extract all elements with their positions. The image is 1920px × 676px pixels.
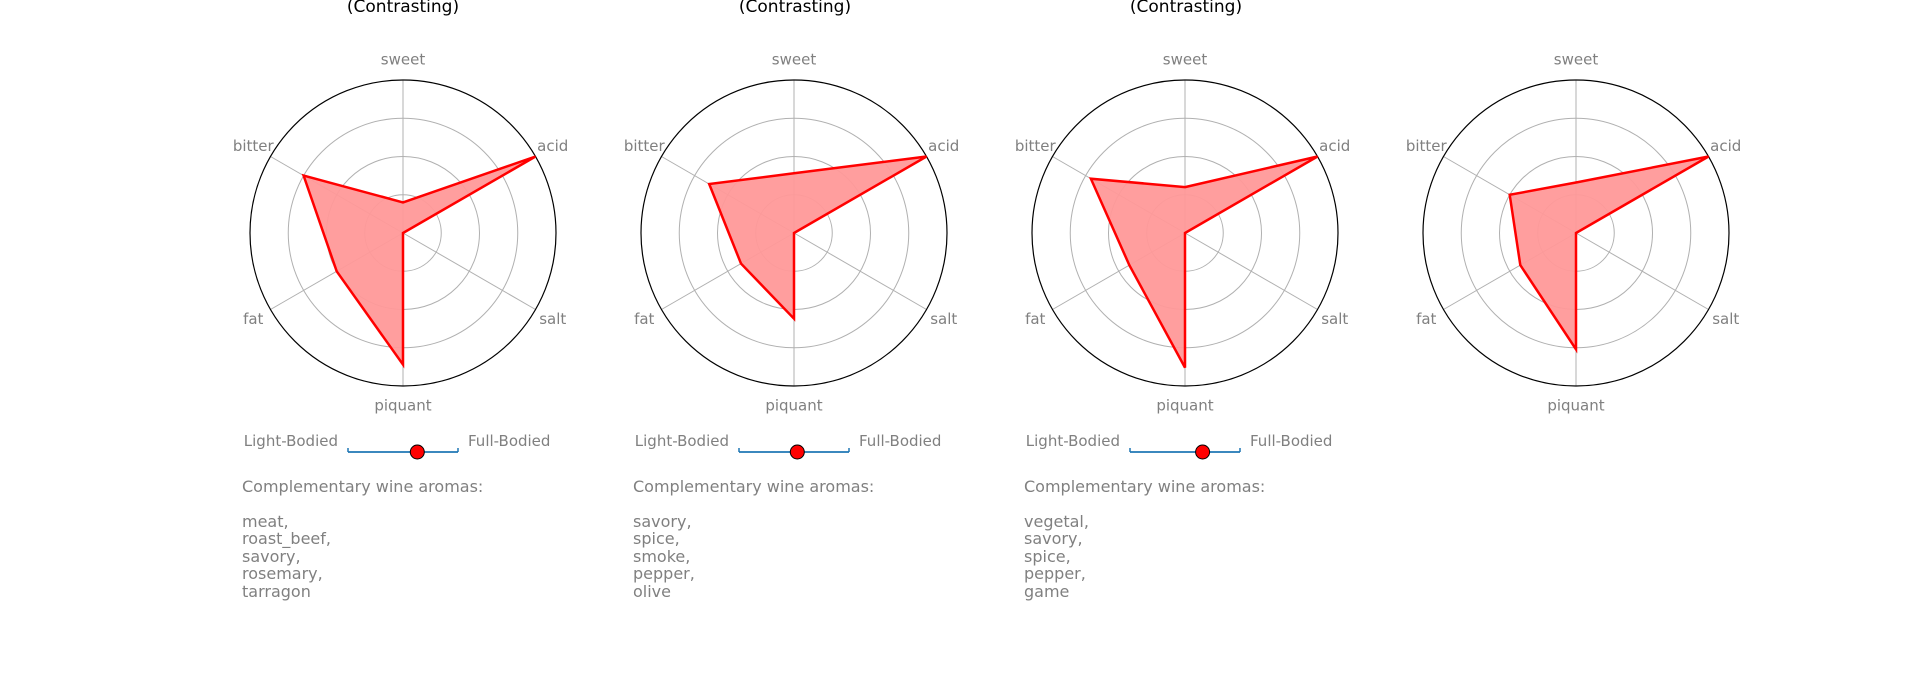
aroma-item: spice, bbox=[633, 529, 680, 549]
axis-label-acid: acid bbox=[1710, 137, 1741, 155]
body-scale-marker bbox=[789, 444, 805, 460]
body-scale-min-label: Light-Bodied bbox=[635, 432, 729, 450]
axis-label-salt: salt bbox=[1712, 310, 1739, 328]
body-scale-min-label: Light-Bodied bbox=[244, 432, 338, 450]
axis-label-piquant: piquant bbox=[1156, 396, 1213, 414]
series-area bbox=[709, 156, 927, 319]
radar-frame bbox=[1422, 79, 1730, 387]
series-line bbox=[1508, 155, 1710, 354]
axis-label-sweet: sweet bbox=[381, 51, 426, 69]
axis-label-fat: fat bbox=[634, 310, 654, 328]
radar-chart-4: sweet acid salt piquant fat bitter bbox=[1406, 51, 1741, 415]
aroma-item: savory, bbox=[633, 511, 692, 531]
axis-label-piquant: piquant bbox=[374, 396, 431, 414]
axis-label-sweet: sweet bbox=[1554, 51, 1599, 69]
aroma-item: olive bbox=[633, 581, 671, 601]
aroma-header: Complementary wine aromas: bbox=[633, 477, 875, 496]
chart-title-1: (Contrasting) bbox=[346, 0, 460, 17]
aroma-item: meat, bbox=[242, 511, 289, 531]
body-scale-min-label: Light-Bodied bbox=[1026, 432, 1120, 450]
series-line bbox=[301, 155, 537, 369]
body-scale-marker bbox=[1195, 444, 1211, 460]
aroma-item: smoke, bbox=[633, 546, 691, 566]
axis-label-fat: fat bbox=[243, 310, 263, 328]
body-scale-marker bbox=[409, 444, 425, 460]
axis-label-fat: fat bbox=[1025, 310, 1045, 328]
aroma-header: Complementary wine aromas: bbox=[1024, 477, 1266, 496]
radar-chart-1: sweet acid salt piquant fat bitter Light-Bodie… bbox=[233, 51, 568, 460]
axis-label-acid: acid bbox=[1319, 137, 1350, 155]
radar-frame bbox=[640, 79, 948, 387]
axis-spoke bbox=[793, 232, 927, 310]
aroma-item: savory, bbox=[1024, 529, 1083, 549]
series-area bbox=[303, 156, 536, 365]
body-scale-max-label: Full-Bodied bbox=[1250, 432, 1332, 450]
axis-label-acid: acid bbox=[928, 137, 959, 155]
axis-label-sweet: sweet bbox=[772, 51, 817, 69]
axis-label-piquant: piquant bbox=[765, 396, 822, 414]
aroma-item: game bbox=[1024, 581, 1070, 601]
series-area bbox=[1090, 156, 1318, 368]
axis-label-salt: salt bbox=[1321, 310, 1348, 328]
aroma-item: roast_beef, bbox=[242, 529, 331, 549]
aroma-item: pepper, bbox=[1024, 564, 1086, 584]
aroma-item: tarragon bbox=[242, 581, 311, 601]
axis-label-bitter: bitter bbox=[1406, 137, 1448, 155]
axis-label-bitter: bitter bbox=[624, 137, 666, 155]
axis-label-bitter: bitter bbox=[233, 137, 275, 155]
axis-spoke bbox=[1184, 232, 1318, 310]
radar-frame bbox=[1031, 79, 1339, 387]
aroma-item: rosemary, bbox=[242, 564, 323, 584]
aroma-item: pepper, bbox=[633, 564, 695, 584]
series-line bbox=[1088, 155, 1319, 369]
series-line bbox=[707, 155, 928, 322]
axis-label-piquant: piquant bbox=[1547, 396, 1604, 414]
axis-label-salt: salt bbox=[539, 310, 566, 328]
radar-frame bbox=[249, 79, 557, 387]
aroma-item: vegetal, bbox=[1024, 511, 1089, 531]
axis-label-sweet: sweet bbox=[1163, 51, 1208, 69]
aroma-header: Complementary wine aromas: bbox=[242, 477, 484, 496]
body-scale-max-label: Full-Bodied bbox=[468, 432, 550, 450]
axis-label-acid: acid bbox=[537, 137, 568, 155]
aroma-panel-2: Complementary wine aromas: savory, spice… bbox=[633, 478, 953, 601]
axis-spoke bbox=[1575, 232, 1709, 310]
chart-title-2: (Contrasting) bbox=[738, 0, 852, 17]
aroma-panel-1: Complementary wine aromas: meat, roast_b… bbox=[242, 478, 562, 601]
aroma-item: spice, bbox=[1024, 546, 1071, 566]
aroma-panel-3: Complementary wine aromas: vegetal, savo… bbox=[1024, 478, 1344, 601]
body-scale-max-label: Full-Bodied bbox=[859, 432, 941, 450]
axis-label-bitter: bitter bbox=[1015, 137, 1057, 155]
series-area bbox=[1509, 156, 1709, 350]
chart-title-3: (Contrasting) bbox=[1129, 0, 1243, 17]
axis-spoke bbox=[402, 232, 536, 310]
radar-chart-3: sweet acid salt piquant fat bitter Light-Bodie… bbox=[1015, 51, 1350, 460]
aroma-item: savory, bbox=[242, 546, 301, 566]
axis-label-salt: salt bbox=[930, 310, 957, 328]
axis-label-fat: fat bbox=[1416, 310, 1436, 328]
radar-chart-2: sweet acid salt piquant fat bitter Light-Bodie… bbox=[624, 51, 959, 460]
